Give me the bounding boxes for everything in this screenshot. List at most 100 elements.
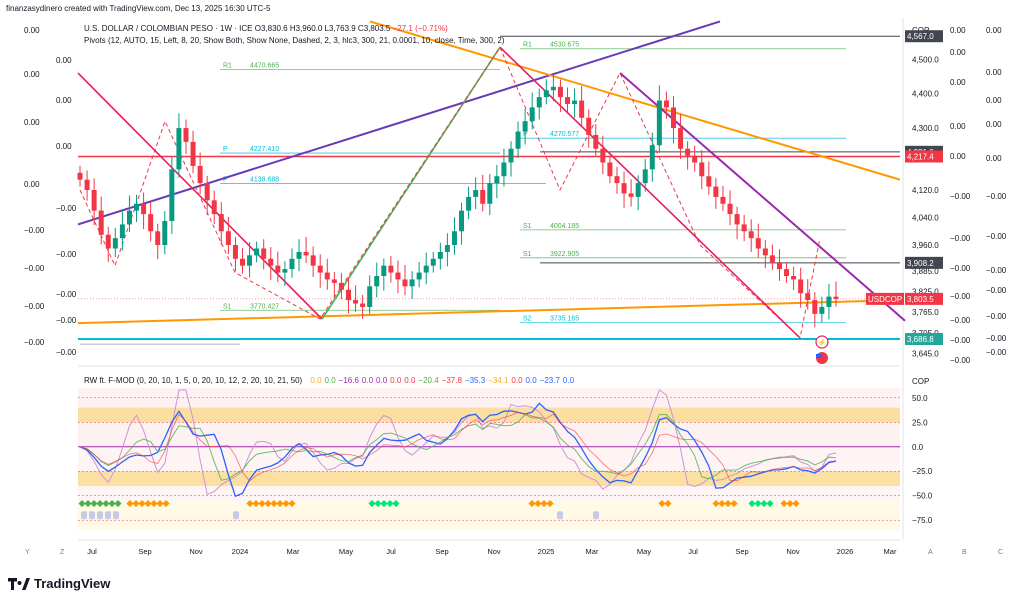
zigzag-line <box>79 46 821 339</box>
oscillator-value: 0.0 <box>404 376 416 385</box>
price-badge-label: 3,686.8 <box>907 335 934 344</box>
right-axis-label-1: 0.00 <box>950 78 966 87</box>
osc-sell-diamond <box>288 500 296 508</box>
right-axis-label-1: −0.00 <box>950 316 971 325</box>
price-badge <box>905 256 943 269</box>
osc-buy-diamond <box>748 500 756 508</box>
osc-sell-diamond <box>258 500 266 508</box>
candle-body <box>628 193 634 197</box>
symbol-badge-label: USDCOP <box>868 295 902 304</box>
price-badge-label: 3,908.2 <box>907 259 934 268</box>
price-tick-label: 3,645.0 <box>912 349 939 358</box>
publisher-info: finanzasydinero created with TradingView… <box>6 4 271 13</box>
candle-body <box>515 131 521 149</box>
price-badge <box>905 292 943 305</box>
osc-sell-diamond <box>540 500 548 508</box>
oscillator-legend[interactable]: RW ft. F-MOD (0, 20, 10, 1, 5, 0, 20, 10… <box>84 376 574 385</box>
symbol-name[interactable]: U.S. DOLLAR / COLOMBIAN PESO · 1W · ICE <box>84 24 253 33</box>
osc-sell-diamond <box>546 500 554 508</box>
osc-sell-diamond <box>246 500 254 508</box>
right-axis-label-2: 0.00 <box>986 68 1002 77</box>
right-axis-label-2: 0.00 <box>986 154 1002 163</box>
osc-square-marker <box>233 511 239 520</box>
time-axis-label: Sep <box>435 547 448 556</box>
pivot-label: S1 <box>523 251 532 258</box>
ohlc-values: O3,830.6 H3,960.0 L3,763.9 C3,803.5 <box>254 24 391 33</box>
osc-tick-label: 0.0 <box>912 443 924 452</box>
osc-square-marker <box>557 511 563 520</box>
candle-body <box>430 258 436 266</box>
candle-body <box>699 162 705 177</box>
candle-body <box>557 86 563 98</box>
pivot-label: S1 <box>223 303 232 310</box>
left-axis-label: −0.00 <box>24 302 45 311</box>
candle-body <box>762 248 768 256</box>
candle-body <box>755 238 761 249</box>
pivot-label: S2 <box>523 315 532 322</box>
right-axis-label-1: −0.00 <box>950 356 971 365</box>
time-axis-label: Mar <box>884 547 897 556</box>
candle-body <box>338 282 344 290</box>
candle-body <box>409 279 415 287</box>
corner-letter-b: B <box>962 549 967 556</box>
symbol-badge <box>866 292 904 305</box>
candle-body <box>423 265 429 273</box>
candle-body <box>600 148 606 163</box>
oscillator-value: 0.0 <box>324 376 336 385</box>
osc-buy-diamond <box>392 500 400 508</box>
candle-body <box>734 214 740 225</box>
osc-buy-diamond <box>96 500 104 508</box>
time-axis-label: Mar <box>586 547 599 556</box>
pivot-value: 3922.905 <box>550 251 579 258</box>
lightning-event-icon <box>815 335 829 349</box>
trend-line-pink-2 <box>499 46 801 339</box>
candle-body <box>275 265 281 273</box>
candle-body <box>218 214 224 232</box>
right-axis-label-2: −0.00 <box>986 232 1007 241</box>
osc-buy-diamond <box>386 500 394 508</box>
candle-body <box>621 183 627 194</box>
osc-sell-diamond <box>132 500 140 508</box>
candle-body <box>119 224 125 239</box>
candle-body <box>473 190 479 197</box>
osc-sell-diamond <box>724 500 732 508</box>
price-badge-label: 3,803.5 <box>907 295 934 304</box>
right-axis-label-2: −0.00 <box>986 192 1007 201</box>
osc-buy-diamond <box>84 500 92 508</box>
left-axis-label: 0.00 <box>56 96 72 105</box>
pivots-indicator-label[interactable]: Pivots (12, AUTO, 15, Left, 8, 20, Show … <box>84 36 505 45</box>
pivot-label: R1 <box>523 42 532 49</box>
candle-body <box>211 200 217 215</box>
price-tick-label: 3,765.0 <box>912 308 939 317</box>
osc-buy-diamond <box>90 500 98 508</box>
left-axis-label: −0.00 <box>56 348 77 357</box>
candle-body <box>635 183 641 197</box>
osc-tick-label: −25.0 <box>912 467 933 476</box>
candle-body <box>480 190 486 204</box>
candle-body <box>748 231 754 239</box>
trend-line-orange-base <box>77 299 901 325</box>
oscillator-value: 0.0 <box>390 376 402 385</box>
right-axis-label-1: −0.00 <box>950 192 971 201</box>
right-axis-label-1: −0.00 <box>950 336 971 345</box>
candle-body <box>402 279 408 287</box>
time-axis-label: 2026 <box>837 547 854 556</box>
osc-sell-diamond <box>276 500 284 508</box>
lightning-glyph: ⚡ <box>818 338 827 347</box>
corner-letter-c: C <box>998 549 1003 556</box>
right-axis-label-1: 0.00 <box>950 48 966 57</box>
candle-body <box>550 86 556 91</box>
time-axis-label: Nov <box>487 547 501 556</box>
oscillator-value: −20.4 <box>418 376 439 385</box>
osc-sell-diamond <box>126 500 134 508</box>
candle-body <box>466 196 472 211</box>
oscillator-value: 0.0 <box>376 376 388 385</box>
price-tick-label: 4,300.0 <box>912 124 939 133</box>
candle-body <box>826 296 832 307</box>
trend-line-purple-down <box>619 72 906 322</box>
candle-body <box>367 286 373 307</box>
candle-body <box>331 279 337 283</box>
candle-body <box>98 210 104 235</box>
candle-body <box>508 148 514 163</box>
